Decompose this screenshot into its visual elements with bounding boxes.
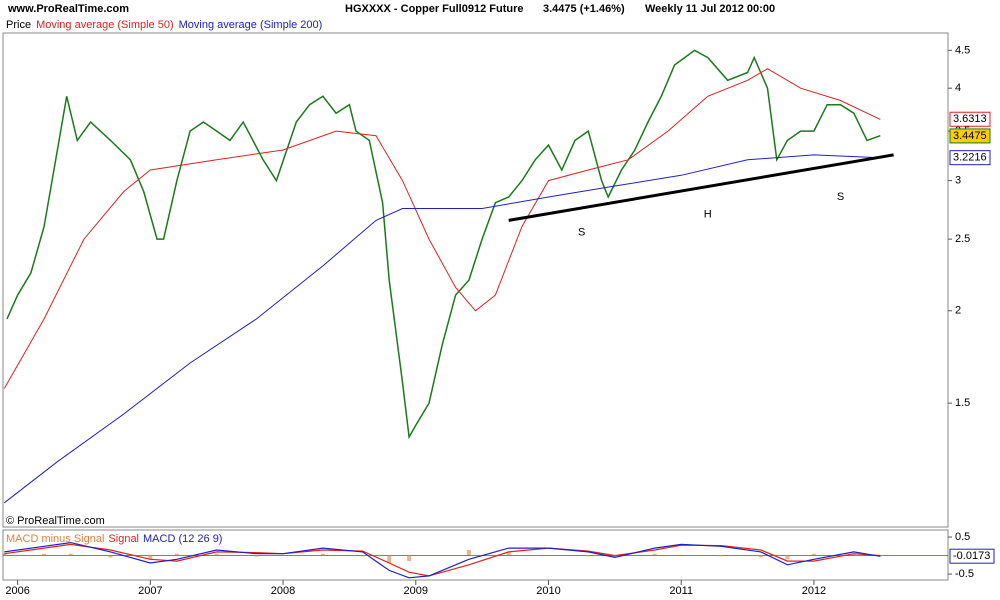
- histogram-bar: [148, 555, 153, 560]
- x-tick-label: 2011: [669, 585, 693, 597]
- copyright: © ProRealTime.com: [6, 515, 105, 527]
- histogram-bar: [174, 553, 179, 556]
- site: www.ProRealTime.com: [7, 3, 129, 15]
- last-value-label: 3.4475: [953, 130, 987, 142]
- series-line: [3, 68, 881, 389]
- y-tick-label: 1.5: [955, 397, 970, 409]
- histogram-bar: [108, 555, 113, 558]
- last-value-label: 3.6313: [953, 113, 987, 125]
- x-tick-label: 2012: [802, 585, 826, 597]
- y-tick-label: 0.5: [955, 531, 970, 543]
- last-value-box: [949, 111, 991, 127]
- y-tick-label: 3: [955, 174, 961, 186]
- last-value-label: 3.2216: [953, 152, 987, 164]
- histogram-bar: [320, 553, 325, 556]
- series-line: [3, 154, 881, 504]
- price-panel: [2, 32, 949, 528]
- histogram-bar: [506, 551, 511, 556]
- histogram-bar: [851, 553, 856, 556]
- y-tick-label: 2: [955, 305, 961, 317]
- annotation: H: [704, 208, 712, 220]
- y-tick-label: -0.5: [955, 568, 974, 580]
- y-tick-label: 4.5: [955, 44, 970, 56]
- y-tick-label: 4: [955, 82, 961, 94]
- x-tick-label: 2010: [536, 585, 560, 597]
- last-value-box: [949, 548, 995, 564]
- neckline: [508, 153, 894, 222]
- histogram-bar: [785, 555, 790, 560]
- histogram-bar: [758, 555, 763, 558]
- histogram-bar: [254, 555, 259, 557]
- macd-panel: [2, 529, 949, 581]
- histogram-bar: [2, 553, 7, 556]
- legend-entry: Signal: [108, 533, 139, 545]
- x-tick-label: 2008: [271, 585, 295, 597]
- histogram-bar: [360, 555, 365, 557]
- annotation: S: [837, 191, 844, 203]
- legend-entry: Price: [6, 19, 31, 31]
- legend-entry: Moving average (Simple 200): [179, 19, 323, 31]
- series-line: [6, 49, 881, 440]
- histogram-bar: [719, 555, 724, 557]
- histogram-bar: [466, 550, 471, 556]
- chart-title: HGXXXX - Copper Full0912 Future: [345, 3, 523, 15]
- histogram-bar: [811, 553, 816, 556]
- histogram-bar: [387, 555, 392, 563]
- histogram-bar: [652, 553, 657, 556]
- last-value-box: [949, 128, 991, 144]
- histogram-bar: [679, 554, 684, 556]
- quote: 3.4475 (+1.46%): [543, 3, 625, 15]
- period: Weekly 11 Jul 2012 00:00: [645, 3, 775, 15]
- legend-entry: Moving average (Simple 50): [36, 19, 174, 31]
- legend-entry: MACD minus Signal: [6, 533, 104, 545]
- histogram-bar: [42, 553, 47, 556]
- x-tick-label: 2009: [404, 585, 428, 597]
- x-tick-label: 2006: [5, 585, 29, 597]
- macd-line: [4, 541, 881, 579]
- histogram-bar: [68, 553, 73, 556]
- last-value-box: [949, 150, 991, 166]
- histogram-bar: [612, 555, 617, 558]
- last-value-label: -0.0173: [953, 550, 990, 562]
- histogram-bar: [214, 553, 219, 556]
- y-tick-label: 2.5: [955, 233, 970, 245]
- x-tick-label: 2007: [138, 585, 162, 597]
- annotation: S: [578, 227, 585, 239]
- histogram-bar: [407, 555, 412, 562]
- histogram-bar: [586, 555, 591, 557]
- legend-entry: MACD (12 26 9): [143, 533, 222, 545]
